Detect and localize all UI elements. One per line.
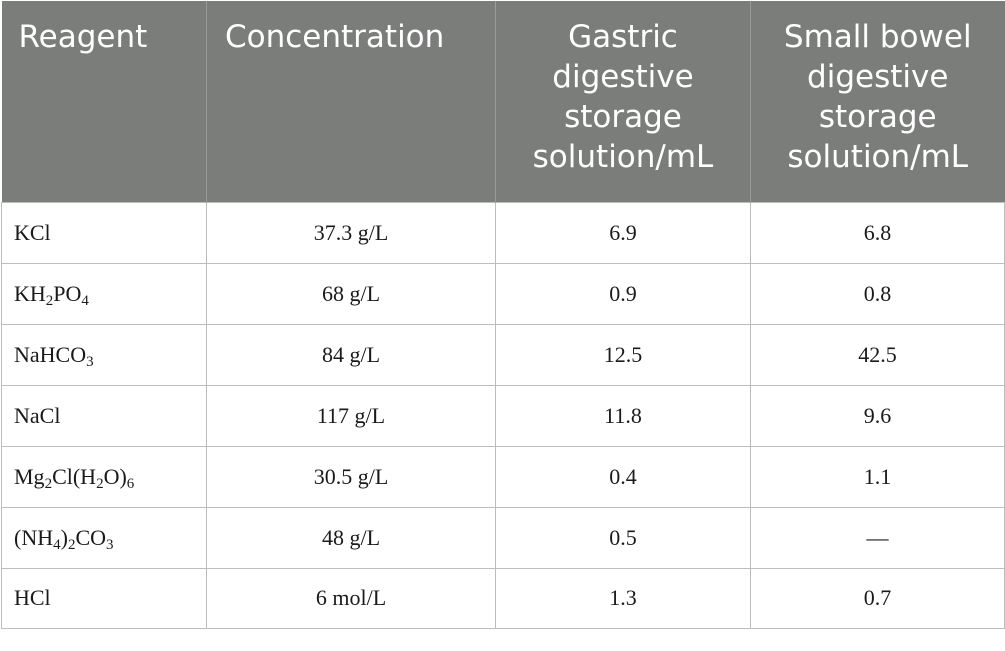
table-row: Mg2Cl(H2O)6 30.5 g/L 0.4 1.1 [1, 445, 1005, 508]
concentration-cell: 6 mol/L [206, 567, 496, 629]
formula-subscript: 3 [106, 536, 114, 553]
formula-subscript: 3 [86, 353, 94, 370]
header-concentration: Concentration [206, 1, 496, 202]
reagent-cell: NaCl [1, 384, 207, 447]
concentration-cell: 48 g/L [206, 506, 496, 569]
table-row: (NH4)2CO3 48 g/L 0.5— [1, 506, 1005, 569]
formula-text: KH [14, 280, 46, 306]
gastric-cell: 11.8 [495, 384, 751, 447]
gastric-cell: 6.9 [495, 201, 751, 264]
header-gastric-solution: Gastric digestive storage solution/mL [495, 1, 751, 202]
table-row: KH2PO4 68 g/L 0.9 0.8 [1, 262, 1005, 325]
small-bowel-cell: 42.5 [750, 323, 1005, 386]
table-row: NaCl 117 g/L 11.8 9.6 [1, 384, 1005, 447]
formula-subscript: 6 [126, 475, 135, 492]
reagent-cell: NaHCO3 [1, 323, 207, 386]
table-row: NaHCO3 84 g/L 12.5 42.5 [1, 323, 1005, 386]
formula-text: KCl [14, 219, 51, 245]
gastric-cell: 0.5 [495, 506, 751, 569]
formula-subscript: 4 [53, 536, 61, 553]
concentration-cell: 30.5 g/L [206, 445, 496, 508]
gastric-cell: 0.9 [495, 262, 751, 325]
small-bowel-cell: 9.6 [750, 384, 1005, 447]
small-bowel-cell: — [750, 506, 1005, 569]
concentration-cell: 37.3 g/L [206, 201, 496, 264]
reagent-cell: KCl [1, 201, 207, 264]
concentration-cell: 84 g/L [206, 323, 496, 386]
gastric-cell: 1.3 [495, 567, 751, 629]
formula-subscript: 2 [45, 292, 54, 309]
formula-subscript: 2 [44, 475, 53, 492]
reagent-cell: KH2PO4 [1, 262, 207, 325]
header-small-bowel-solution: Small bowel digestive storage solution/m… [750, 1, 1005, 202]
formula-text: CO [75, 524, 106, 550]
formula-subscript: 2 [67, 536, 76, 553]
reagent-cell: (NH4)2CO3 [1, 506, 207, 569]
formula-subscript: 2 [96, 475, 104, 492]
formula-text: O) [103, 463, 127, 489]
concentration-cell: 117 g/L [206, 384, 496, 447]
table-header: Reagent Concentration Gastric digestive … [1, 1, 1005, 202]
table-body: KCl 37.3 g/L 6.9 6.8 KH2PO4 68 g/L 0.9 0.8 NaHCO… [1, 201, 1005, 629]
small-bowel-cell: 1.1 [750, 445, 1005, 508]
formula-text: Mg [14, 463, 45, 489]
gastric-cell: 12.5 [495, 323, 751, 386]
formula-subscript: 4 [81, 292, 89, 309]
small-bowel-cell: 0.8 [750, 262, 1005, 325]
small-bowel-cell: 6.8 [750, 201, 1005, 264]
reagent-cell: Mg2Cl(H2O)6 [1, 445, 207, 508]
reagent-cell: HCl [1, 567, 207, 629]
formula-text: PO [53, 280, 82, 306]
small-bowel-cell: 0.7 [750, 567, 1005, 629]
formula-text: ) [60, 524, 68, 550]
formula-text: (NH [14, 524, 54, 550]
formula-text: NaCl [14, 402, 61, 428]
formula-text: NaHCO [14, 341, 87, 367]
formula-text: Cl(H [52, 463, 97, 489]
gastric-cell: 0.4 [495, 445, 751, 508]
table-row: HCl 6 mol/L 1.3 0.7 [1, 567, 1005, 629]
formula-text: HCl [14, 585, 51, 610]
concentration-cell: 68 g/L [206, 262, 496, 325]
header-reagent: Reagent [1, 1, 207, 202]
table-row: KCl 37.3 g/L 6.9 6.8 [1, 201, 1005, 264]
header-row: Reagent Concentration Gastric digestive … [1, 1, 1005, 202]
reagent-table: Reagent Concentration Gastric digestive … [1, 1, 1005, 629]
